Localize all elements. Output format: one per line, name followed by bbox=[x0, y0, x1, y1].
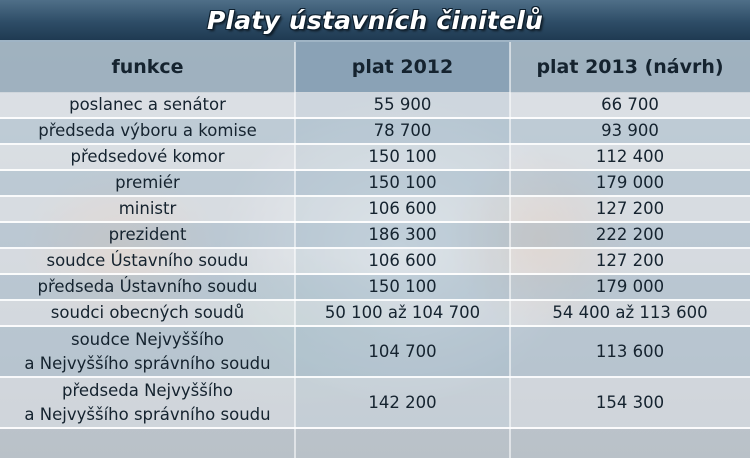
table-row: soudce Ústavního soudu 106 600 127 200 bbox=[0, 249, 750, 275]
table-header-row: funkce plat 2012 plat 2013 (návrh) bbox=[0, 42, 750, 92]
column-header-funkce: funkce bbox=[111, 56, 184, 78]
cell-plat-2013: 222 200 bbox=[595, 225, 665, 244]
column-divider bbox=[294, 42, 296, 458]
cell-funkce-line: a Nejvyššího správního soudu bbox=[24, 404, 271, 424]
cell-funkce: předsedové komor bbox=[70, 147, 225, 166]
cell-plat-2012: 55 900 bbox=[295, 93, 510, 117]
cell-plat-2012: 150 100 bbox=[295, 145, 510, 169]
cell-plat-2013: 127 200 bbox=[595, 251, 665, 270]
cell-plat-2012: 50 100 až 104 700 bbox=[295, 301, 510, 325]
table-row: ministr 106 600 127 200 bbox=[0, 197, 750, 223]
title-bar: Platy ústavních činitelů bbox=[0, 0, 750, 40]
cell-funkce: premiér bbox=[115, 173, 180, 192]
cell-funkce: prezident bbox=[108, 225, 187, 244]
cell-plat-2012: 186 300 bbox=[295, 223, 510, 247]
cell-funkce-line: předseda Nejvyššího bbox=[61, 380, 234, 400]
cell-plat-2013: 179 000 bbox=[595, 173, 665, 192]
cell-plat-2012: 104 700 bbox=[295, 327, 510, 376]
cell-funkce: poslanec a senátor bbox=[69, 95, 226, 114]
column-header-plat-2012: plat 2012 bbox=[295, 42, 510, 92]
cell-plat-2012: 106 600 bbox=[295, 197, 510, 221]
cell-plat-2012: 106 600 bbox=[295, 249, 510, 273]
cell-funkce: soudce Nejvyššího a Nejvyššího správního … bbox=[0, 327, 295, 376]
cell-plat-2012: 150 100 bbox=[295, 275, 510, 299]
table-row: prezident 186 300 222 200 bbox=[0, 223, 750, 249]
cell-plat-2013: 127 200 bbox=[595, 199, 665, 218]
table-row: předseda Nejvyššího a Nejvyššího správníh… bbox=[0, 378, 750, 429]
table-row: předseda Ústavního soudu 150 100 179 000 bbox=[0, 275, 750, 301]
cell-funkce: předseda výboru a komise bbox=[38, 121, 257, 140]
cell-plat-2013: 154 300 bbox=[595, 392, 665, 412]
cell-plat-2013: 93 900 bbox=[601, 121, 659, 140]
cell-plat-2012: 150 100 bbox=[295, 171, 510, 195]
cell-funkce-line: a Nejvyššího správního soudu bbox=[24, 353, 271, 373]
cell-plat-2013: 112 400 bbox=[595, 147, 665, 166]
cell-plat-2013: 179 000 bbox=[595, 277, 665, 296]
title-separator bbox=[0, 40, 750, 42]
cell-plat-2012: 142 200 bbox=[295, 378, 510, 427]
table-row: premiér 150 100 179 000 bbox=[0, 171, 750, 197]
cell-plat-2013: 66 700 bbox=[601, 95, 659, 114]
cell-funkce-line: soudce Nejvyššího bbox=[70, 329, 225, 349]
cell-plat-2013: 113 600 bbox=[595, 341, 665, 361]
cell-funkce: předseda Ústavního soudu bbox=[37, 277, 258, 296]
cell-plat-2012: 78 700 bbox=[295, 119, 510, 143]
table-row: předseda výboru a komise 78 700 93 900 bbox=[0, 119, 750, 145]
cell-funkce: soudci obecných soudů bbox=[50, 303, 245, 322]
cell-funkce: ministr bbox=[118, 199, 177, 218]
cell-funkce: předseda Nejvyššího a Nejvyššího správníh… bbox=[0, 378, 295, 427]
column-divider bbox=[509, 42, 511, 458]
table-row: soudci obecných soudů 50 100 až 104 700 54… bbox=[0, 301, 750, 327]
cell-funkce: soudce Ústavního soudu bbox=[46, 251, 249, 270]
table-title: Platy ústavních činitelů bbox=[206, 5, 544, 35]
column-header-plat-2013: plat 2013 (návrh) bbox=[536, 56, 724, 78]
table-row: poslanec a senátor 55 900 66 700 bbox=[0, 93, 750, 119]
table-row: předsedové komor 150 100 112 400 bbox=[0, 145, 750, 171]
cell-plat-2013: 54 400 až 113 600 bbox=[552, 303, 708, 322]
table-row: soudce Nejvyššího a Nejvyššího správního … bbox=[0, 327, 750, 378]
